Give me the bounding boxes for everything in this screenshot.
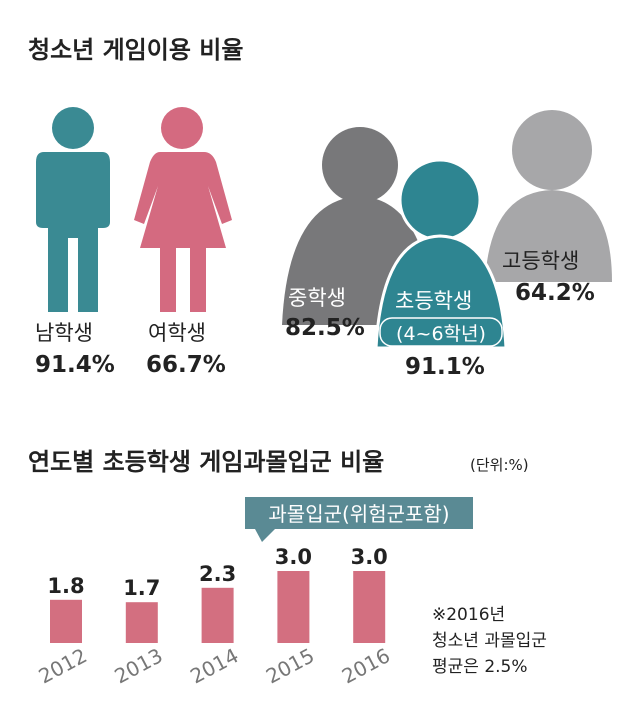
- people-label: 여학생: [148, 321, 206, 345]
- people-value: 91.4%: [35, 352, 115, 378]
- bar: [277, 571, 310, 643]
- student-value: 91.1%: [405, 354, 485, 380]
- x-tick-label: 2015: [262, 643, 318, 688]
- value-label: 3.0: [351, 545, 388, 569]
- value-label: 3.0: [275, 545, 312, 569]
- bar: [50, 599, 82, 643]
- high-icon: [485, 110, 612, 282]
- section-title: 청소년 게임이용 비율: [28, 36, 243, 64]
- note-line: 청소년 과몰입군: [432, 631, 547, 651]
- male-icon: [36, 107, 110, 312]
- bar: [353, 571, 386, 643]
- chart-title: 연도별 초등학생 게임과몰입군 비율: [28, 448, 384, 476]
- x-tick-label: 2014: [186, 643, 242, 688]
- student-value: 64.2%: [515, 280, 595, 306]
- legend-label: 과몰입군(위험군포함): [268, 502, 449, 526]
- note-line: 평균은 2.5%: [432, 657, 528, 677]
- elementary-icon: [374, 158, 508, 350]
- sublabel-box: [379, 317, 503, 347]
- x-tick-label: 2012: [35, 643, 91, 688]
- legend-pointer: [255, 529, 275, 542]
- x-tick-label: 2016: [338, 643, 394, 688]
- x-tick-label: 2013: [110, 643, 166, 688]
- student-sublabel: (4~6학년): [396, 323, 486, 345]
- people-value: 66.7%: [146, 352, 226, 378]
- unit-label: (단위:%): [470, 456, 529, 474]
- legend-box: [245, 497, 473, 529]
- bar: [125, 602, 158, 643]
- value-label: 2.3: [199, 562, 236, 586]
- female-icon: [134, 107, 232, 312]
- bar: [201, 587, 234, 643]
- student-label: 고등학생: [502, 249, 579, 273]
- student-label: 초등학생: [395, 289, 472, 313]
- people-label: 남학생: [35, 321, 93, 345]
- note-line: ※2016년: [432, 605, 505, 625]
- student-value: 82.5%: [285, 315, 365, 341]
- value-label: 1.7: [123, 576, 160, 600]
- student-label: 중학생: [288, 286, 346, 310]
- value-label: 1.8: [47, 574, 84, 598]
